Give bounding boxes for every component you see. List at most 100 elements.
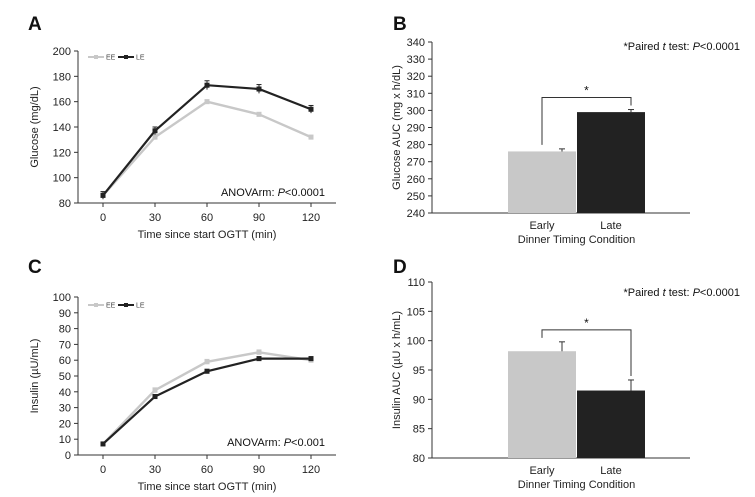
y-tick-label: 260 [407,174,425,186]
data-point [204,368,210,374]
legend-label: EE [106,303,116,310]
y-tick-label: 105 [407,306,425,318]
y-tick-label: 290 [407,123,425,135]
data-point [100,441,106,447]
y-tick-label: 80 [413,453,425,465]
annotation-part: *Paired [623,41,662,53]
annotation-part: test: [666,41,693,53]
y-tick-label: 140 [53,122,71,134]
y-tick-label: 50 [59,371,71,383]
annotation-part: *Paired [623,287,662,299]
series-ee [100,349,314,447]
significance-star: * [584,84,589,98]
x-tick-label: 60 [201,464,213,476]
y-tick-label: 80 [59,198,71,210]
y-tick-label: 310 [407,88,425,100]
legend: EE LE [88,303,145,310]
legend-label: LE [136,55,145,62]
y-tick-label: 90 [413,394,425,406]
panel-b: B 240 250 260 270 280 290 300 310 320 330 340 Glucos… [391,14,740,246]
data-point [152,387,158,393]
annotation-part: P [693,41,701,53]
y-tick-label: 40 [59,387,71,399]
series-line [102,351,312,445]
x-tick-label: 30 [149,212,161,224]
panel-d: D 80 85 90 95 100 105 110 Insulin AUC (µU x h/mL… [391,257,740,491]
y-tick-label: 240 [407,208,425,220]
significance-bracket: * [541,84,632,145]
y-tick-label: 180 [53,71,71,83]
annotation-part: <0.001 [291,437,325,449]
series-ee [100,99,314,198]
x-tick-label: 90 [253,464,265,476]
data-point [152,128,158,134]
data-point [256,356,262,362]
y-axis-title: Insulin AUC (µU x h/mL) [391,311,403,429]
annotation-part: <0.0001 [700,287,740,299]
stats-annotation: ANOVArm: P<0.001 [227,437,325,449]
annotation-part: t [663,41,667,53]
x-axis-title: Dinner Timing Condition [518,234,635,246]
y-tick-label: 30 [59,403,71,415]
data-point [256,349,262,355]
legend-marker [124,55,128,59]
y-tick-label: 100 [53,292,71,304]
x-tick-label: Late [600,220,621,232]
y-tick-label: 95 [413,365,425,377]
annotation-part: ANOVArm: [227,437,284,449]
data-point [308,106,314,112]
series-le [100,80,314,200]
y-tick-label: 340 [407,37,425,49]
data-point [204,359,210,365]
annotation-part: P [284,437,292,449]
y-tick-label: 80 [59,324,71,336]
x-axis-title: Time since start OGTT (min) [138,481,277,493]
data-point [308,356,314,362]
annotation-part: P [693,287,701,299]
series-le [100,356,314,447]
data-point [152,394,158,400]
x-tick-label: Early [529,465,555,477]
annotation-part: t [663,287,667,299]
y-axis-title: Insulin (µU/mL) [29,339,41,414]
x-tick-label: 30 [149,464,161,476]
y-tick-label: 280 [407,140,425,152]
bar-early [508,351,576,458]
series-line [102,100,312,197]
y-tick-label: 0 [65,450,71,462]
y-tick-label: 85 [413,424,425,436]
bracket-line [541,97,632,145]
bar-late [577,112,645,213]
bracket-line [541,329,632,376]
legend: EE LE [88,55,145,62]
y-tick-label: 20 [59,418,71,430]
panel-letter: C [28,257,42,278]
annotation-part: P [278,187,286,199]
data-point [204,82,210,88]
legend-label: EE [106,55,116,62]
y-tick-label: 90 [59,308,71,320]
y-tick-label: 70 [59,339,71,351]
x-axis-title: Dinner Timing Condition [518,479,635,491]
bar-late [577,390,645,458]
y-axis-title: Glucose AUC (mg x h/dL) [391,65,403,190]
data-point [100,192,106,198]
data-point [152,134,158,140]
data-point [256,111,262,117]
x-tick-label: 60 [201,212,213,224]
x-tick-label: Early [529,220,555,232]
stats-annotation: ANOVArm: P<0.0001 [221,187,325,199]
annotation-part: <0.0001 [285,187,325,199]
y-tick-label: 200 [53,46,71,58]
panel-letter: D [393,257,407,278]
panel-letter: A [28,14,42,35]
stats-annotation: *Paired t test: P<0.0001 [623,287,740,299]
legend-marker [94,303,98,307]
y-tick-label: 110 [407,277,425,289]
y-tick-label: 100 [53,173,71,185]
x-tick-label: 0 [100,464,106,476]
bar-early [508,151,576,213]
y-tick-label: 250 [407,191,425,203]
data-point [204,99,210,105]
x-tick-label: 120 [302,212,320,224]
